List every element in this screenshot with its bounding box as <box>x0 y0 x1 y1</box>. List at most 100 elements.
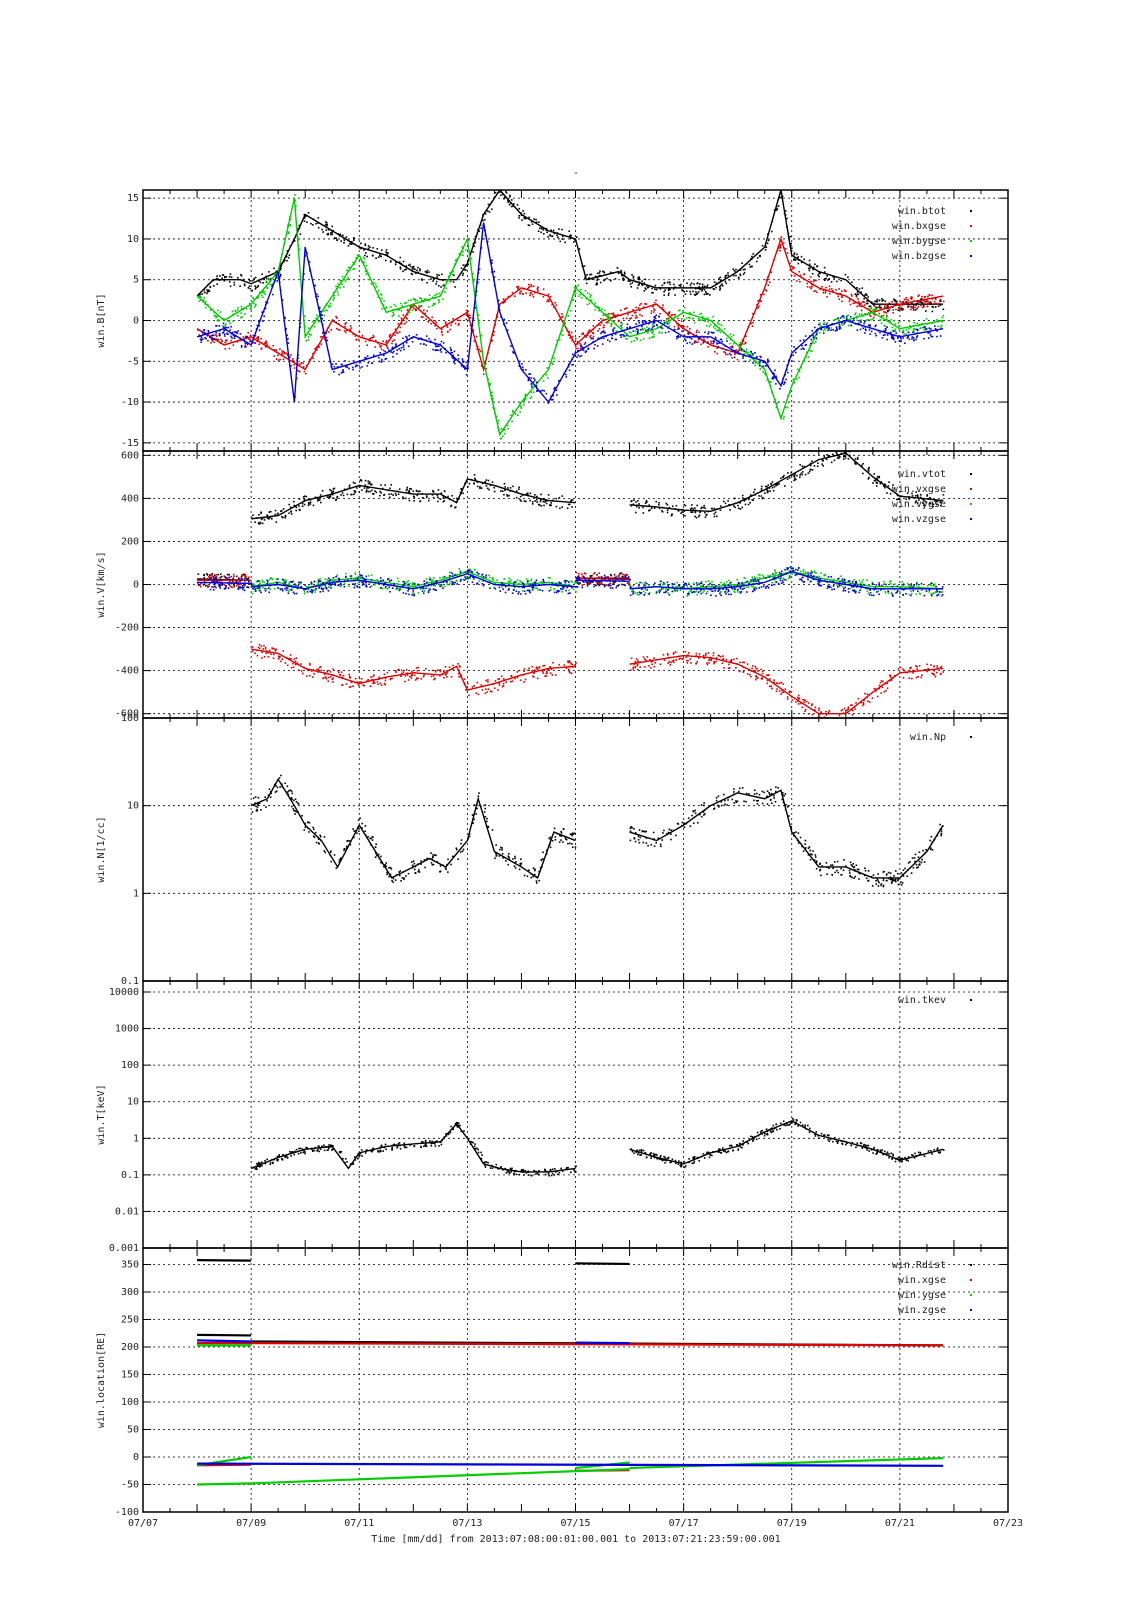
data-point <box>776 402 779 405</box>
data-point <box>558 319 561 321</box>
data-point <box>791 360 793 362</box>
data-point <box>594 343 596 346</box>
data-point <box>797 256 800 258</box>
data-point <box>580 354 583 357</box>
data-point <box>505 190 507 193</box>
data-point <box>802 467 804 469</box>
data-point <box>641 284 644 287</box>
data-point <box>846 709 848 712</box>
data-point <box>885 318 887 321</box>
data-point <box>683 325 685 328</box>
data-point <box>434 670 437 673</box>
data-point <box>400 675 402 678</box>
data-point <box>396 353 398 355</box>
data-point <box>686 336 689 339</box>
data-point <box>391 309 394 311</box>
data-point <box>468 239 470 241</box>
data-point <box>331 233 334 236</box>
data-point <box>639 666 641 668</box>
data-point <box>263 277 265 280</box>
data-point <box>793 266 795 269</box>
data-point <box>490 208 493 211</box>
data-point <box>536 387 538 390</box>
data-point <box>778 482 780 485</box>
data-point <box>332 677 334 680</box>
data-point <box>281 354 283 357</box>
data-point <box>546 499 548 502</box>
data-point <box>911 495 914 497</box>
data-point <box>258 329 261 331</box>
data-point <box>613 573 616 576</box>
data-point <box>734 271 737 273</box>
data-point <box>755 260 758 263</box>
data-point <box>489 260 492 263</box>
data-point <box>620 336 623 338</box>
data-point <box>863 297 865 300</box>
data-point <box>230 332 233 335</box>
data-point <box>636 337 638 339</box>
data-point <box>636 287 639 289</box>
data-point <box>821 459 824 462</box>
data-point <box>624 584 626 587</box>
data-point <box>884 334 886 336</box>
data-point <box>333 487 336 490</box>
data-point <box>611 337 613 340</box>
data-point <box>307 327 310 329</box>
data-point <box>901 304 904 306</box>
data-point <box>336 288 338 290</box>
data-point <box>460 676 462 678</box>
data-point <box>434 585 437 587</box>
data-point <box>643 290 646 292</box>
data-point <box>652 305 654 308</box>
data-point <box>597 330 599 332</box>
data-point <box>752 358 755 361</box>
data-point <box>630 657 633 660</box>
data-point <box>288 254 291 256</box>
data-point <box>505 681 507 683</box>
data-point <box>723 328 726 330</box>
data-point <box>198 300 201 302</box>
data-point <box>858 288 861 290</box>
data-point <box>454 286 456 288</box>
data-point <box>286 334 288 337</box>
data-point <box>391 351 394 354</box>
data-point <box>828 292 831 295</box>
data-point <box>603 331 606 334</box>
data-point <box>825 710 827 713</box>
data-point <box>378 360 381 363</box>
data-point <box>598 572 600 574</box>
data-point <box>721 283 723 285</box>
data-point <box>358 258 361 261</box>
data-point <box>251 592 254 595</box>
data-point <box>669 288 671 291</box>
data-point <box>674 286 676 288</box>
data-point <box>308 333 311 336</box>
data-point <box>803 698 805 701</box>
data-point <box>547 669 549 671</box>
data-point <box>452 668 454 670</box>
data-point <box>710 658 713 661</box>
data-point <box>358 486 361 488</box>
data-point <box>255 297 258 299</box>
data-point <box>450 280 452 282</box>
data-point <box>653 325 655 327</box>
data-point <box>902 301 904 303</box>
data-point <box>320 501 322 504</box>
data-point <box>422 675 425 678</box>
data-point <box>571 499 574 501</box>
data-point <box>567 363 570 366</box>
data-point <box>911 302 913 305</box>
data-point <box>510 199 513 201</box>
data-point <box>738 343 741 346</box>
data-point <box>807 356 810 358</box>
data-point <box>442 500 445 503</box>
data-point <box>524 394 527 396</box>
data-point <box>336 495 339 498</box>
data-point <box>873 479 876 482</box>
data-point <box>727 272 729 274</box>
data-point <box>374 339 377 342</box>
data-point <box>769 380 771 383</box>
data-point <box>335 363 337 365</box>
data-point <box>634 317 637 319</box>
data-point <box>332 299 335 301</box>
